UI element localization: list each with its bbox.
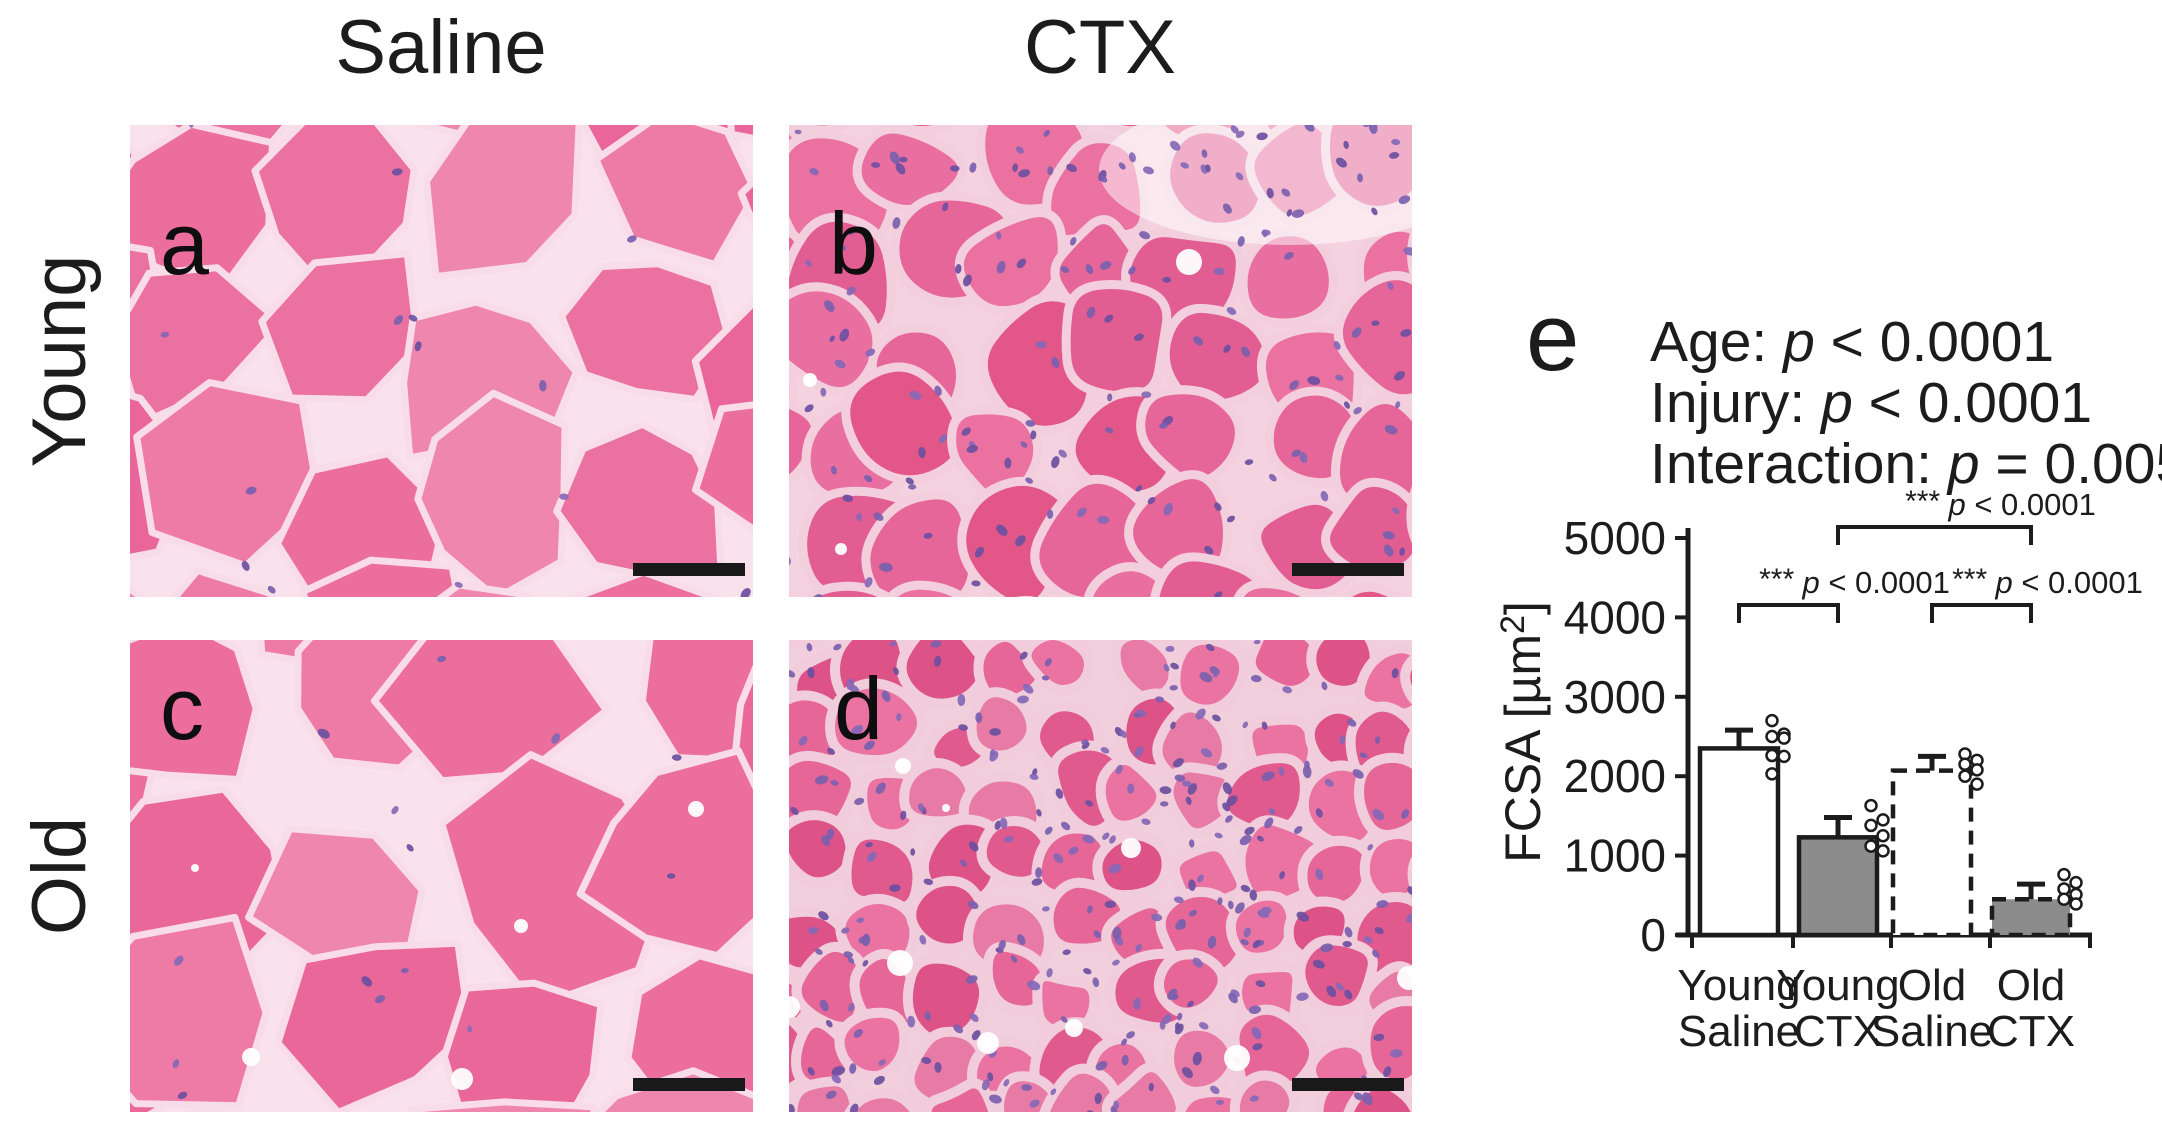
sig-label: *** p < 0.0001 bbox=[1759, 563, 1950, 600]
y-tick-label: 4000 bbox=[1564, 591, 1666, 643]
y-axis-title: FCSA [µm2] bbox=[1494, 601, 1551, 863]
stat-pvar: p bbox=[1821, 371, 1853, 435]
sig-bracket bbox=[1737, 603, 1840, 623]
stat-line-age: Age: p < 0.0001 bbox=[1650, 312, 2162, 373]
micrograph-panel-young-saline: a bbox=[130, 125, 753, 597]
row-header-old: Old bbox=[17, 816, 102, 936]
stat-value: < 0.0001 bbox=[1814, 310, 2055, 374]
stat-prefix: Injury: bbox=[1650, 371, 1822, 435]
sig-label: *** p < 0.0001 bbox=[1905, 485, 2096, 522]
y-tick-label: 2000 bbox=[1564, 750, 1666, 802]
micrograph-panel-old-ctx: d bbox=[789, 640, 1412, 1112]
y-tick-label: 5000 bbox=[1564, 512, 1666, 564]
data-point bbox=[2069, 875, 2083, 890]
anova-stats-block: Age: p < 0.0001 Injury: p < 0.0001 Inter… bbox=[1650, 312, 2162, 495]
x-tick-label: Young Saline bbox=[1677, 961, 1800, 1056]
stat-prefix: Age: bbox=[1650, 310, 1784, 374]
bar-young-ctx bbox=[1796, 835, 1880, 938]
stat-prefix: Interaction: bbox=[1650, 432, 1948, 496]
micrograph-panel-old-saline: c bbox=[130, 640, 753, 1112]
stat-pvar: p bbox=[1947, 432, 1980, 496]
bar-old-ctx bbox=[1989, 897, 2073, 938]
data-point bbox=[1777, 731, 1791, 745]
panel-letter-e: e bbox=[1526, 284, 1580, 391]
y-tick-label: 1000 bbox=[1564, 830, 1666, 882]
data-point bbox=[1958, 769, 1972, 783]
sig-bracket bbox=[1930, 603, 2033, 623]
scale-bar bbox=[633, 563, 745, 576]
row-header-young: Young bbox=[17, 254, 102, 468]
bar-young-saline bbox=[1697, 746, 1781, 938]
histology-image-young-saline bbox=[130, 125, 753, 597]
data-point bbox=[2057, 867, 2071, 882]
histology-image-old-ctx bbox=[789, 640, 1412, 1112]
scale-bar bbox=[1292, 563, 1404, 576]
x-tick-label: Old Saline bbox=[1871, 961, 1993, 1056]
scale-bar bbox=[1292, 1078, 1404, 1091]
micrograph-panel-young-ctx: b bbox=[789, 125, 1412, 597]
histology-image-young-ctx bbox=[789, 125, 1412, 597]
bar-old-saline bbox=[1890, 768, 1974, 938]
data-point bbox=[1958, 757, 1972, 772]
x-tick-label: Young CTX bbox=[1776, 961, 1899, 1056]
data-point bbox=[1765, 713, 1779, 728]
scale-bar bbox=[633, 1078, 745, 1091]
data-point bbox=[1876, 844, 1890, 858]
data-point bbox=[1765, 729, 1779, 744]
y-tick-label: 0 bbox=[1640, 909, 1666, 961]
data-point bbox=[1864, 818, 1878, 833]
column-header-ctx: CTX bbox=[1024, 5, 1176, 90]
data-point bbox=[1970, 777, 1984, 791]
panel-letter-d: d bbox=[834, 659, 883, 758]
column-header-saline: Saline bbox=[335, 5, 547, 90]
panel-letter-b: b bbox=[829, 194, 878, 293]
data-point bbox=[1876, 813, 1890, 827]
sig-bracket bbox=[1836, 525, 2033, 545]
data-point bbox=[2069, 897, 2083, 911]
x-tick-label: Old CTX bbox=[1987, 961, 2075, 1056]
data-point bbox=[1864, 839, 1878, 853]
data-point bbox=[1864, 798, 1878, 813]
panel-letter-c: c bbox=[160, 659, 204, 758]
y-tick-label: 3000 bbox=[1564, 671, 1666, 723]
data-point bbox=[1765, 748, 1779, 763]
data-point bbox=[1777, 749, 1791, 764]
stat-line-injury: Injury: p < 0.0001 bbox=[1650, 373, 2162, 434]
histology-image-old-saline bbox=[130, 640, 753, 1112]
data-point bbox=[1970, 763, 1984, 777]
data-point bbox=[2057, 892, 2071, 907]
panel-letter-a: a bbox=[160, 194, 209, 293]
sig-label: *** p < 0.0001 bbox=[1952, 563, 2143, 600]
stat-value: < 0.0001 bbox=[1852, 371, 2093, 435]
data-point bbox=[1876, 829, 1890, 843]
data-point bbox=[1765, 767, 1779, 781]
stat-pvar: p bbox=[1783, 310, 1815, 374]
